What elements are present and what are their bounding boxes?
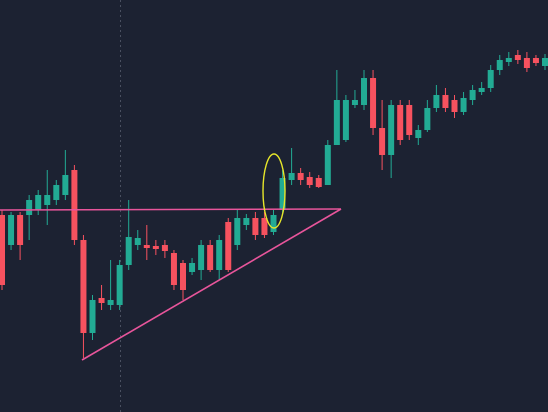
resistance-line xyxy=(0,208,342,211)
candle-body xyxy=(180,263,186,290)
candle-body xyxy=(252,218,259,235)
candle-body xyxy=(170,253,177,285)
candle-body xyxy=(243,218,250,225)
candle-body xyxy=(478,88,485,92)
candle-body xyxy=(397,105,404,140)
candle-body xyxy=(361,78,367,105)
candle-body xyxy=(460,98,467,112)
candle-body xyxy=(261,218,268,235)
candle-body xyxy=(234,218,241,245)
candle-body xyxy=(161,245,168,251)
candle-body xyxy=(80,240,87,333)
candle-body xyxy=(134,238,141,245)
candle-body xyxy=(505,58,512,62)
candle-body xyxy=(442,95,449,108)
candle-body xyxy=(198,245,205,270)
candle-body xyxy=(370,78,377,128)
candle-body xyxy=(225,222,232,270)
candle-body xyxy=(379,128,386,155)
candle-body xyxy=(53,185,60,200)
support-line xyxy=(81,208,342,361)
candle-body xyxy=(288,173,295,180)
highlight-ellipse xyxy=(262,153,286,229)
candle-body xyxy=(324,145,331,185)
candle-body xyxy=(107,300,114,305)
candle-body xyxy=(270,215,277,232)
candles xyxy=(0,50,548,358)
candle-body xyxy=(487,70,494,88)
candle-body xyxy=(424,108,431,130)
candle-body xyxy=(306,177,313,185)
candle-body xyxy=(143,245,150,248)
candle-body xyxy=(17,215,24,245)
candle-body xyxy=(116,265,123,305)
candle-body xyxy=(207,245,214,270)
candle-body xyxy=(469,90,476,100)
candle-body xyxy=(89,300,96,333)
candle-body xyxy=(297,173,304,180)
candle-body xyxy=(315,178,322,187)
candle-body xyxy=(0,215,5,285)
candle-body xyxy=(388,105,395,155)
candle-body xyxy=(415,130,422,138)
candle-body xyxy=(44,195,51,205)
candle-body xyxy=(514,55,521,60)
candle-body xyxy=(496,60,503,70)
candle-body xyxy=(523,58,530,68)
candle-body xyxy=(279,178,286,210)
candle-body xyxy=(342,100,349,140)
candle-body xyxy=(62,175,69,195)
candle-body xyxy=(333,100,340,145)
candle-body xyxy=(98,298,105,303)
candle-body xyxy=(532,58,539,63)
candle-body xyxy=(351,100,358,105)
candle-body xyxy=(35,195,42,210)
candle-body xyxy=(406,105,413,135)
candle-body xyxy=(451,100,458,112)
candle-body xyxy=(433,95,440,108)
candle-body xyxy=(71,170,78,240)
candle-body xyxy=(125,237,132,265)
candle-body xyxy=(152,246,159,249)
candle-body xyxy=(189,263,196,272)
candle-body xyxy=(542,58,548,66)
candle-body xyxy=(216,240,223,270)
candle-body xyxy=(8,215,15,245)
candle-body xyxy=(26,200,33,215)
